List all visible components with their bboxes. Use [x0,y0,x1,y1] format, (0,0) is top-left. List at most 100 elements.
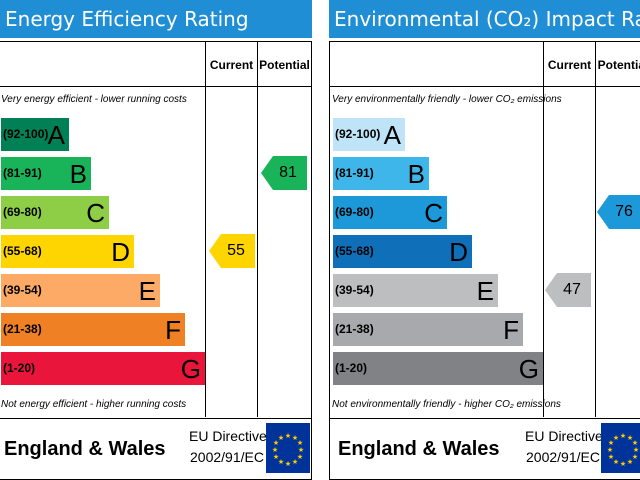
eu-directive-line1: EU Directive [525,428,603,444]
band-letter: F [165,315,181,345]
bottom-note: Not environmentally friendly - higher CO… [332,399,561,410]
top-note: Very environmentally friendly - lower CO… [332,94,562,105]
band-letter: E [138,276,156,306]
svg-text:★: ★ [278,434,284,442]
column-divider [257,42,258,417]
potential-rating-arrow: 76 [597,195,640,229]
footer-region: England & Wales [338,438,500,460]
band-range-label: (39-54) [3,283,42,297]
header-divider [330,86,640,87]
svg-text:★: ★ [633,446,639,454]
potential-rating-arrow: 81 [261,156,307,190]
band-letter: G [518,354,539,384]
eu-directive-line1: EU Directive [189,428,267,444]
svg-text:★: ★ [608,439,614,447]
potential-column-header: Potential [597,58,640,72]
potential-rating-value: 81 [279,164,297,181]
band-range-label: (81-91) [335,166,374,180]
svg-text:★: ★ [607,446,613,454]
eu-flag-icon: ★ ★ ★ ★ ★ ★ ★ ★ ★ ★ ★ ★ [601,423,640,473]
band-letter: A [383,120,401,150]
svg-text:★: ★ [297,453,303,461]
svg-text:★: ★ [273,453,279,461]
eu-flag-icon: ★ ★ ★ ★ ★ ★ ★ ★ ★ ★ ★ ★ [266,423,310,473]
eu-stars-icon: ★ ★★ ★★★ ★★★ ★★★ [272,432,304,468]
svg-text:★: ★ [297,439,303,447]
column-divider [205,42,206,417]
footer-region: England & Wales [4,438,166,460]
band-letter: C [86,198,105,228]
rating-band-c: (69-80) C [1,196,109,229]
rating-band-a: (92-100) A [333,118,405,151]
rating-band-e: (39-54) E [333,274,498,307]
svg-text:★: ★ [627,458,633,466]
rating-band-a: (92-100) A [1,118,69,151]
current-column-header: Current [209,58,254,72]
bottom-note: Not energy efficient - higher running co… [1,399,187,410]
rating-band-e: (39-54) E [1,274,160,307]
band-range-label: (39-54) [335,283,374,297]
header-divider [0,86,311,87]
rating-band-b: (81-91) B [1,157,91,190]
svg-text:★: ★ [632,453,638,461]
eu-directive-line2: 2002/91/EC [526,449,600,465]
band-letter: A [47,120,65,150]
band-range-label: (55-68) [335,244,374,258]
svg-text:★: ★ [292,434,298,442]
current-rating-arrow: 55 [209,234,255,268]
svg-text:★: ★ [278,458,284,466]
top-note: Very energy efficient - lower running co… [1,94,187,105]
current-rating-value: 47 [563,281,581,298]
environmental-chart-box: Current Potential Very environmentally f… [329,41,640,480]
current-rating-arrow: 47 [545,273,591,307]
current-arrow-shape [545,273,591,307]
band-letter: B [407,159,425,189]
potential-rating-value: 76 [615,203,633,220]
potential-column-header: Potential [259,58,310,72]
band-range-label: (55-68) [3,244,42,258]
eu-directive-line2: 2002/91/EC [190,449,264,465]
rating-band-f: (21-38) F [1,313,185,346]
column-divider [595,42,596,417]
energy-chart-box: Current Potential Very energy efficient … [0,41,312,480]
svg-text:★: ★ [632,439,638,447]
svg-text:★: ★ [292,458,298,466]
band-letter: C [424,198,443,228]
footer-divider [330,418,640,419]
svg-text:★: ★ [285,460,291,468]
svg-text:★: ★ [298,446,304,454]
eu-directive: EU Directive 2002/91/EC [525,426,603,468]
environmental-impact-panel: Environmental (CO₂) Impact Rating Curren… [329,0,640,480]
energy-efficiency-panel: Energy Efficiency Rating Current Potenti… [0,0,312,480]
svg-text:★: ★ [272,446,278,454]
svg-text:★: ★ [620,432,626,440]
band-letter: G [180,354,201,384]
band-letter: B [69,159,87,189]
svg-text:★: ★ [608,453,614,461]
band-letter: E [476,276,494,306]
rating-band-f: (21-38) F [333,313,523,346]
band-range-label: (92-100) [3,127,49,141]
band-range-label: (21-38) [335,322,374,336]
band-range-label: (81-91) [3,166,42,180]
rating-band-d: (55-68) D [333,235,472,268]
eu-directive: EU Directive 2002/91/EC [189,426,267,468]
energy-efficiency-title: Energy Efficiency Rating [0,0,312,38]
band-range-label: (69-80) [335,205,374,219]
svg-text:★: ★ [613,458,619,466]
svg-text:★: ★ [273,439,279,447]
svg-text:★: ★ [613,434,619,442]
band-letter: D [111,237,130,267]
potential-arrow-shape [597,195,640,229]
band-letter: D [449,237,468,267]
rating-band-c: (69-80) C [333,196,447,229]
environmental-impact-title: Environmental (CO₂) Impact Rating [329,0,640,38]
eu-stars-icon: ★ ★★ ★★★ ★★★ ★★★ [607,432,639,468]
band-range-label: (21-38) [3,322,42,336]
band-range-label: (92-100) [335,127,381,141]
rating-band-g: (1-20) G [1,352,205,385]
potential-arrow-shape [261,156,307,190]
svg-text:★: ★ [620,460,626,468]
band-range-label: (1-20) [335,361,368,375]
svg-text:★: ★ [627,434,633,442]
